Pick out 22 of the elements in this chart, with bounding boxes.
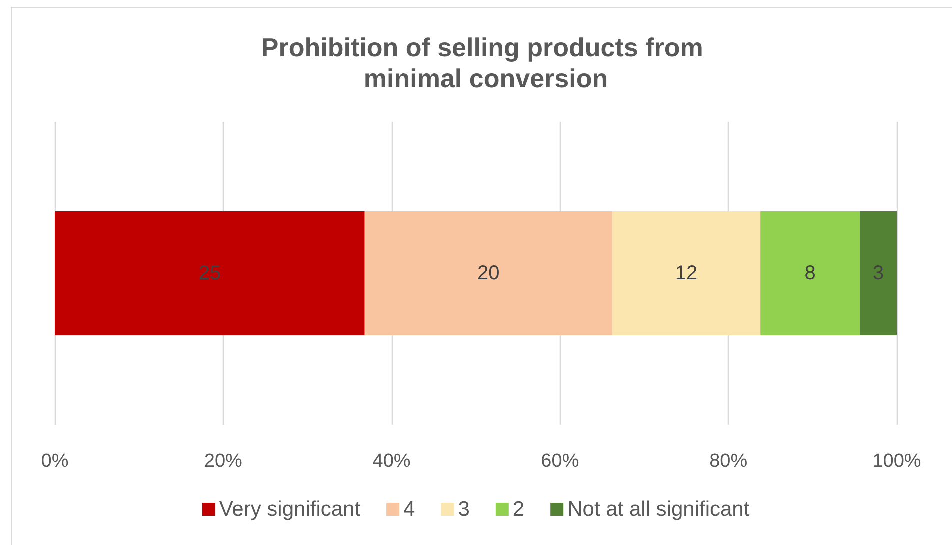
bar xyxy=(55,212,365,336)
legend-label: 2 xyxy=(512,498,525,521)
annotation: 12 xyxy=(675,262,698,284)
x-tick-label: 20% xyxy=(204,451,243,472)
x-tick-label: 0% xyxy=(41,451,69,472)
x-tick-label: 80% xyxy=(710,451,748,472)
annotation: 3 xyxy=(872,262,884,284)
bar xyxy=(364,212,612,336)
legend-label: 3 xyxy=(458,498,470,521)
bar xyxy=(860,212,897,336)
legend-label: 4 xyxy=(404,498,416,521)
legend-label: Very significant xyxy=(219,498,361,521)
bar xyxy=(760,212,860,336)
annotation: 20 xyxy=(478,262,500,284)
bar xyxy=(612,212,761,336)
annotation: 25 xyxy=(198,262,222,284)
chart-title: Prohibition of selling products from minimal conversion xyxy=(261,32,711,94)
x-tick-label: 100% xyxy=(872,451,922,472)
legend-label: Not at all significant xyxy=(568,498,750,521)
annotation: 8 xyxy=(804,262,816,284)
x-tick-label: 40% xyxy=(372,451,411,472)
x-tick-label: 60% xyxy=(541,451,580,472)
